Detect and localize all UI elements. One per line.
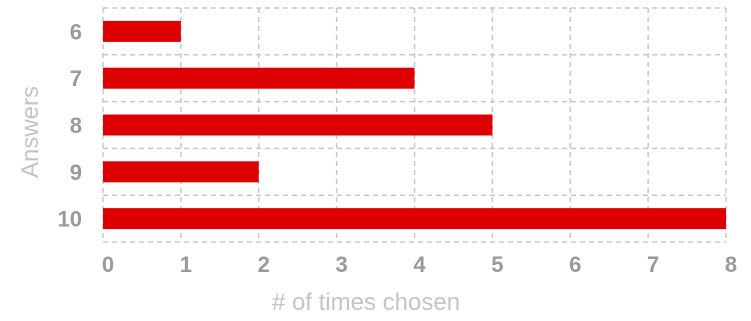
- y-tick-label-10: 10: [58, 207, 82, 232]
- bars: [103, 20, 726, 230]
- bar-6: [103, 20, 181, 42]
- x-tick-label-6: 6: [569, 252, 581, 277]
- x-axis-title: # of times chosen: [272, 289, 460, 316]
- x-tick-label-4: 4: [413, 252, 426, 277]
- x-axis-ticks: 0 1 2 3 4 5 6 7 8: [102, 252, 737, 277]
- x-tick-label-8: 8: [725, 252, 737, 277]
- x-tick-label-5: 5: [491, 252, 503, 277]
- x-tick-label-1: 1: [180, 252, 192, 277]
- x-tick-label-7: 7: [647, 252, 659, 277]
- y-axis-ticks: 6 7 8 9 10: [58, 19, 82, 231]
- y-tick-label-7: 7: [70, 66, 82, 91]
- bar-8: [103, 114, 493, 136]
- y-tick-label-8: 8: [70, 113, 82, 138]
- bar-10: [103, 208, 726, 230]
- y-axis-title: Answers: [17, 86, 44, 178]
- x-tick-label-3: 3: [336, 252, 348, 277]
- bar-9: [103, 161, 259, 183]
- x-tick-label-2: 2: [258, 252, 270, 277]
- y-tick-label-9: 9: [70, 160, 82, 185]
- x-tick-label-0: 0: [102, 252, 114, 277]
- y-tick-label-6: 6: [70, 19, 82, 44]
- bar-7: [103, 67, 415, 89]
